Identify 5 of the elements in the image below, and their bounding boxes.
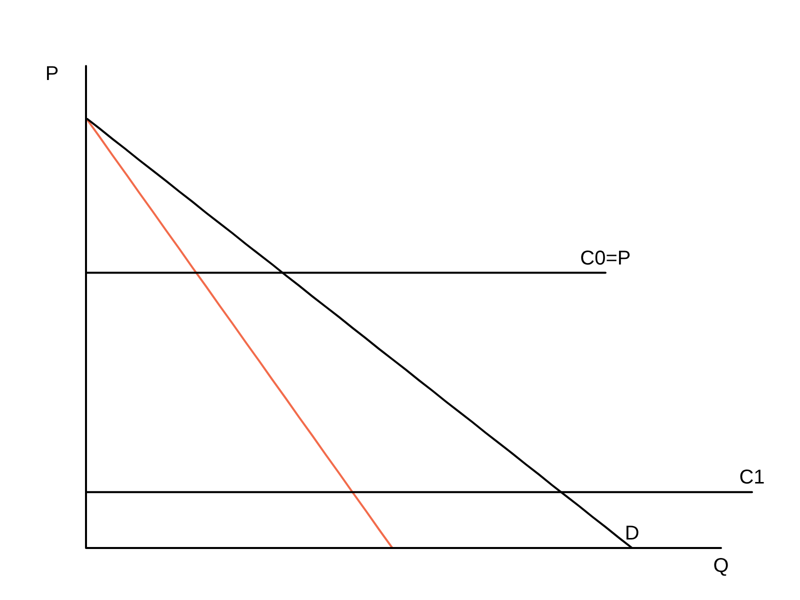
y-axis-title: P [45, 63, 59, 85]
series-label: D [624, 522, 640, 545]
x-axis-title: Q [713, 555, 729, 577]
series-label: C0=P [580, 247, 631, 270]
series-label: C1 [739, 466, 765, 489]
